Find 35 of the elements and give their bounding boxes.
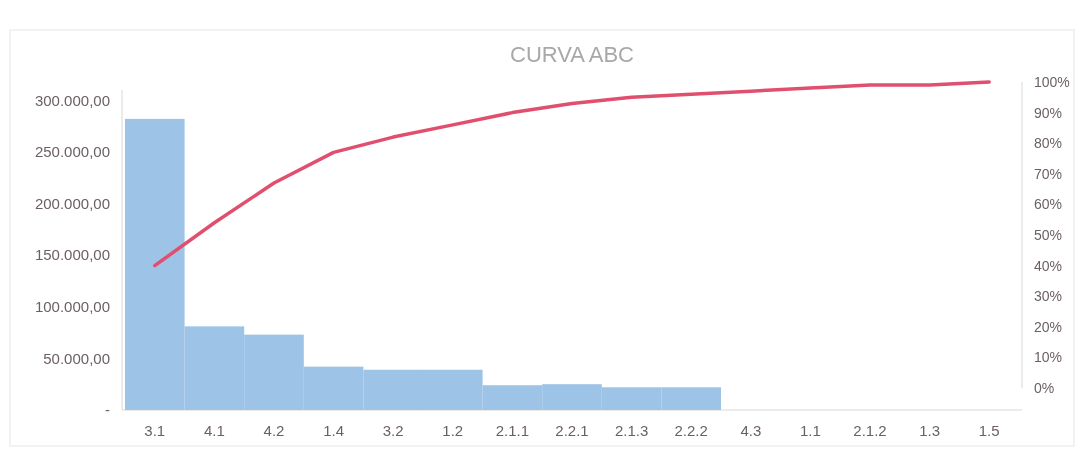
x-tick-label: 2.1.2 (853, 422, 887, 439)
y2-tick-label: 10% (1034, 349, 1063, 366)
y2-tick-label: 100% (1034, 73, 1070, 90)
x-tick-label: 2.1.3 (614, 422, 649, 439)
chart-title: CURVA ABC (510, 42, 635, 67)
y-tick-label: 250.000,00 (34, 143, 110, 161)
x-tick-label: 1.4 (323, 422, 345, 439)
x-tick-label: 4.3 (740, 422, 762, 439)
y-tick-label: 50.000,00 (43, 349, 110, 367)
y2-tick-label: 30% (1034, 288, 1063, 305)
y2-tick-label: 20% (1034, 318, 1063, 335)
x-tick-label: 2.2.1 (555, 422, 589, 439)
x-tick-label: 4.1 (203, 422, 225, 439)
x-tick-label: 1.1 (799, 422, 821, 439)
x-tick-label: 1.2 (442, 422, 464, 439)
y2-tick-label: 50% (1034, 226, 1063, 243)
y2-tick-label: 60% (1034, 196, 1063, 213)
x-tick-label: 1.5 (978, 422, 1000, 439)
y2-tick-label: 90% (1034, 104, 1063, 121)
x-tick-label: 4.2 (263, 422, 285, 439)
y2-tick-label: 80% (1034, 135, 1063, 152)
y-tick-label: 100.000,00 (34, 298, 110, 316)
y-tick-label: - (105, 401, 110, 419)
y2-tick-label: 70% (1034, 165, 1063, 182)
x-tick-label: 1.3 (919, 422, 941, 439)
y-tick-label: 200.000,00 (34, 194, 110, 212)
x-tick-label: 3.2 (382, 422, 404, 439)
y2-tick-label: 40% (1034, 257, 1063, 274)
x-tick-label: 2.1.1 (495, 422, 530, 439)
y2-tick-label: 0% (1034, 379, 1055, 396)
y-tick-label: 300.000,00 (34, 91, 110, 109)
x-tick-label: 3.1 (144, 422, 166, 439)
x-tick-label: 2.2.2 (674, 422, 708, 439)
line-series (153, 80, 991, 268)
y-tick-label: 150.000,00 (34, 246, 110, 264)
